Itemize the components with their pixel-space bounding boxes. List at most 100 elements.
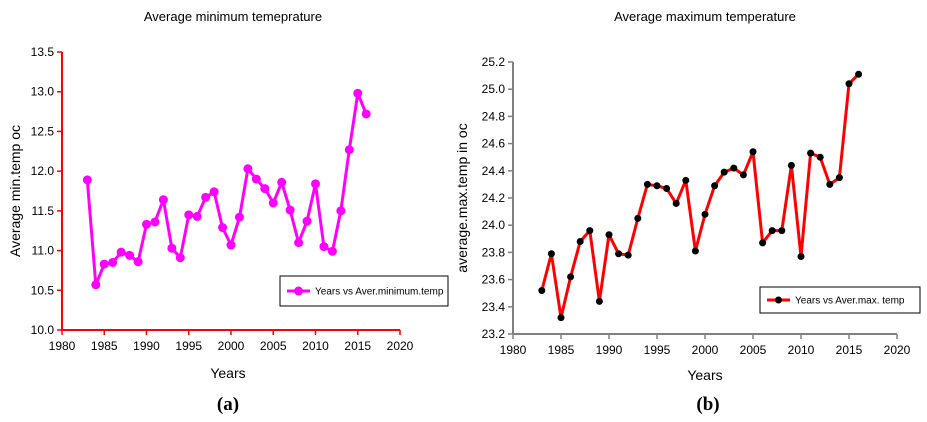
y-tick-label: 24.8 xyxy=(482,109,506,123)
y-tick-label: 10.0 xyxy=(31,323,55,337)
y-tick-label: 11.5 xyxy=(32,204,55,218)
data-point xyxy=(327,246,337,256)
data-point xyxy=(158,195,168,205)
data-point xyxy=(251,174,261,184)
x-tick-label: 2010 xyxy=(302,339,329,353)
data-point xyxy=(167,243,177,253)
data-point xyxy=(547,250,555,258)
data-point xyxy=(108,257,118,267)
data-point xyxy=(234,212,244,222)
data-point xyxy=(260,184,270,194)
data-point xyxy=(319,242,329,252)
data-point xyxy=(99,259,109,269)
data-point xyxy=(294,238,304,248)
chart-title: Average maximum temperature xyxy=(614,9,796,24)
x-axis-label: Years xyxy=(687,367,722,383)
y-tick-label: 24.4 xyxy=(482,164,506,178)
legend-label: Years vs Aver.minimum.temp xyxy=(315,287,444,298)
data-point xyxy=(567,273,575,281)
data-point xyxy=(209,187,219,197)
legend-label: Years vs Aver.max. temp xyxy=(795,296,905,307)
data-point xyxy=(691,247,699,255)
data-point xyxy=(133,257,143,267)
data-point xyxy=(576,238,584,246)
data-point xyxy=(720,168,728,176)
data-point xyxy=(353,88,363,98)
data-point xyxy=(538,286,546,294)
legend-marker xyxy=(294,286,303,296)
y-tick-label: 10.5 xyxy=(31,283,55,297)
data-point xyxy=(759,239,767,247)
data-point xyxy=(557,314,565,322)
y-axis-label: average.max.temp in oc xyxy=(454,123,470,272)
x-tick-label: 2000 xyxy=(692,343,719,357)
x-tick-label: 1980 xyxy=(49,339,76,353)
data-point xyxy=(277,177,287,187)
series-line xyxy=(540,73,860,320)
x-tick-label: 1990 xyxy=(596,343,623,357)
data-point xyxy=(826,180,834,188)
data-point xyxy=(605,231,613,239)
data-point xyxy=(682,176,690,184)
x-tick-label: 1985 xyxy=(548,343,575,357)
x-tick-label: 2020 xyxy=(884,343,911,357)
x-tick-label: 2015 xyxy=(836,343,863,357)
data-point xyxy=(787,161,795,169)
x-tick-label: 2000 xyxy=(218,339,245,353)
figure-caption: (b) xyxy=(696,394,719,415)
data-point xyxy=(586,227,594,235)
x-tick-label: 2015 xyxy=(344,339,371,353)
data-point xyxy=(807,149,815,157)
data-point xyxy=(311,179,320,189)
data-point xyxy=(82,175,92,185)
y-tick-label: 24.6 xyxy=(482,137,506,151)
data-point xyxy=(634,214,642,222)
chart-b: Average maximum temperature 23.2 23.4 23.6 2… xyxy=(454,9,921,415)
x-tick-label: 2010 xyxy=(788,343,815,357)
data-point xyxy=(615,250,623,258)
data-point xyxy=(192,211,202,221)
figure-caption: (a) xyxy=(217,394,239,415)
data-point xyxy=(855,70,863,78)
y-tick-label: 13.0 xyxy=(31,85,55,99)
chart-title: Average minimum temeprature xyxy=(144,9,322,24)
data-point xyxy=(361,109,371,119)
data-point xyxy=(845,80,853,88)
data-point xyxy=(653,182,661,190)
data-point xyxy=(344,145,354,155)
data-point xyxy=(835,174,843,182)
data-point xyxy=(243,164,253,174)
data-point xyxy=(201,192,211,202)
data-point xyxy=(184,210,194,220)
y-tick-label: 12.5 xyxy=(31,124,55,138)
legend-marker xyxy=(775,296,782,304)
data-point xyxy=(730,164,738,172)
data-point xyxy=(150,217,160,227)
x-tick-label: 1980 xyxy=(500,343,527,357)
y-axis-label: Average min.temp oc xyxy=(7,125,23,257)
series-line xyxy=(85,91,368,287)
data-point xyxy=(768,227,776,235)
data-point xyxy=(116,247,126,257)
x-tick-label: 2020 xyxy=(387,339,414,353)
y-tick-label: 23.8 xyxy=(482,245,506,259)
data-point xyxy=(749,148,757,156)
y-tick-label: 23.6 xyxy=(482,273,506,287)
y-tick-label: 12.0 xyxy=(31,164,55,178)
data-point xyxy=(778,227,786,235)
y-tick-label: 24.0 xyxy=(482,218,506,232)
data-point xyxy=(336,206,346,216)
data-point xyxy=(711,182,719,190)
data-point xyxy=(672,199,680,207)
x-tick-label: 1990 xyxy=(133,339,160,353)
y-tick-label: 23.2 xyxy=(482,327,506,341)
y-tick-label: 13.5 xyxy=(31,45,55,59)
data-point xyxy=(624,251,632,259)
y-tick-label: 24.2 xyxy=(482,191,506,205)
data-point xyxy=(285,205,295,215)
data-point xyxy=(643,180,651,188)
data-point xyxy=(218,223,228,233)
data-point xyxy=(816,153,824,161)
x-axis-label: Years xyxy=(210,365,245,381)
y-tick-label: 23.4 xyxy=(482,300,506,314)
